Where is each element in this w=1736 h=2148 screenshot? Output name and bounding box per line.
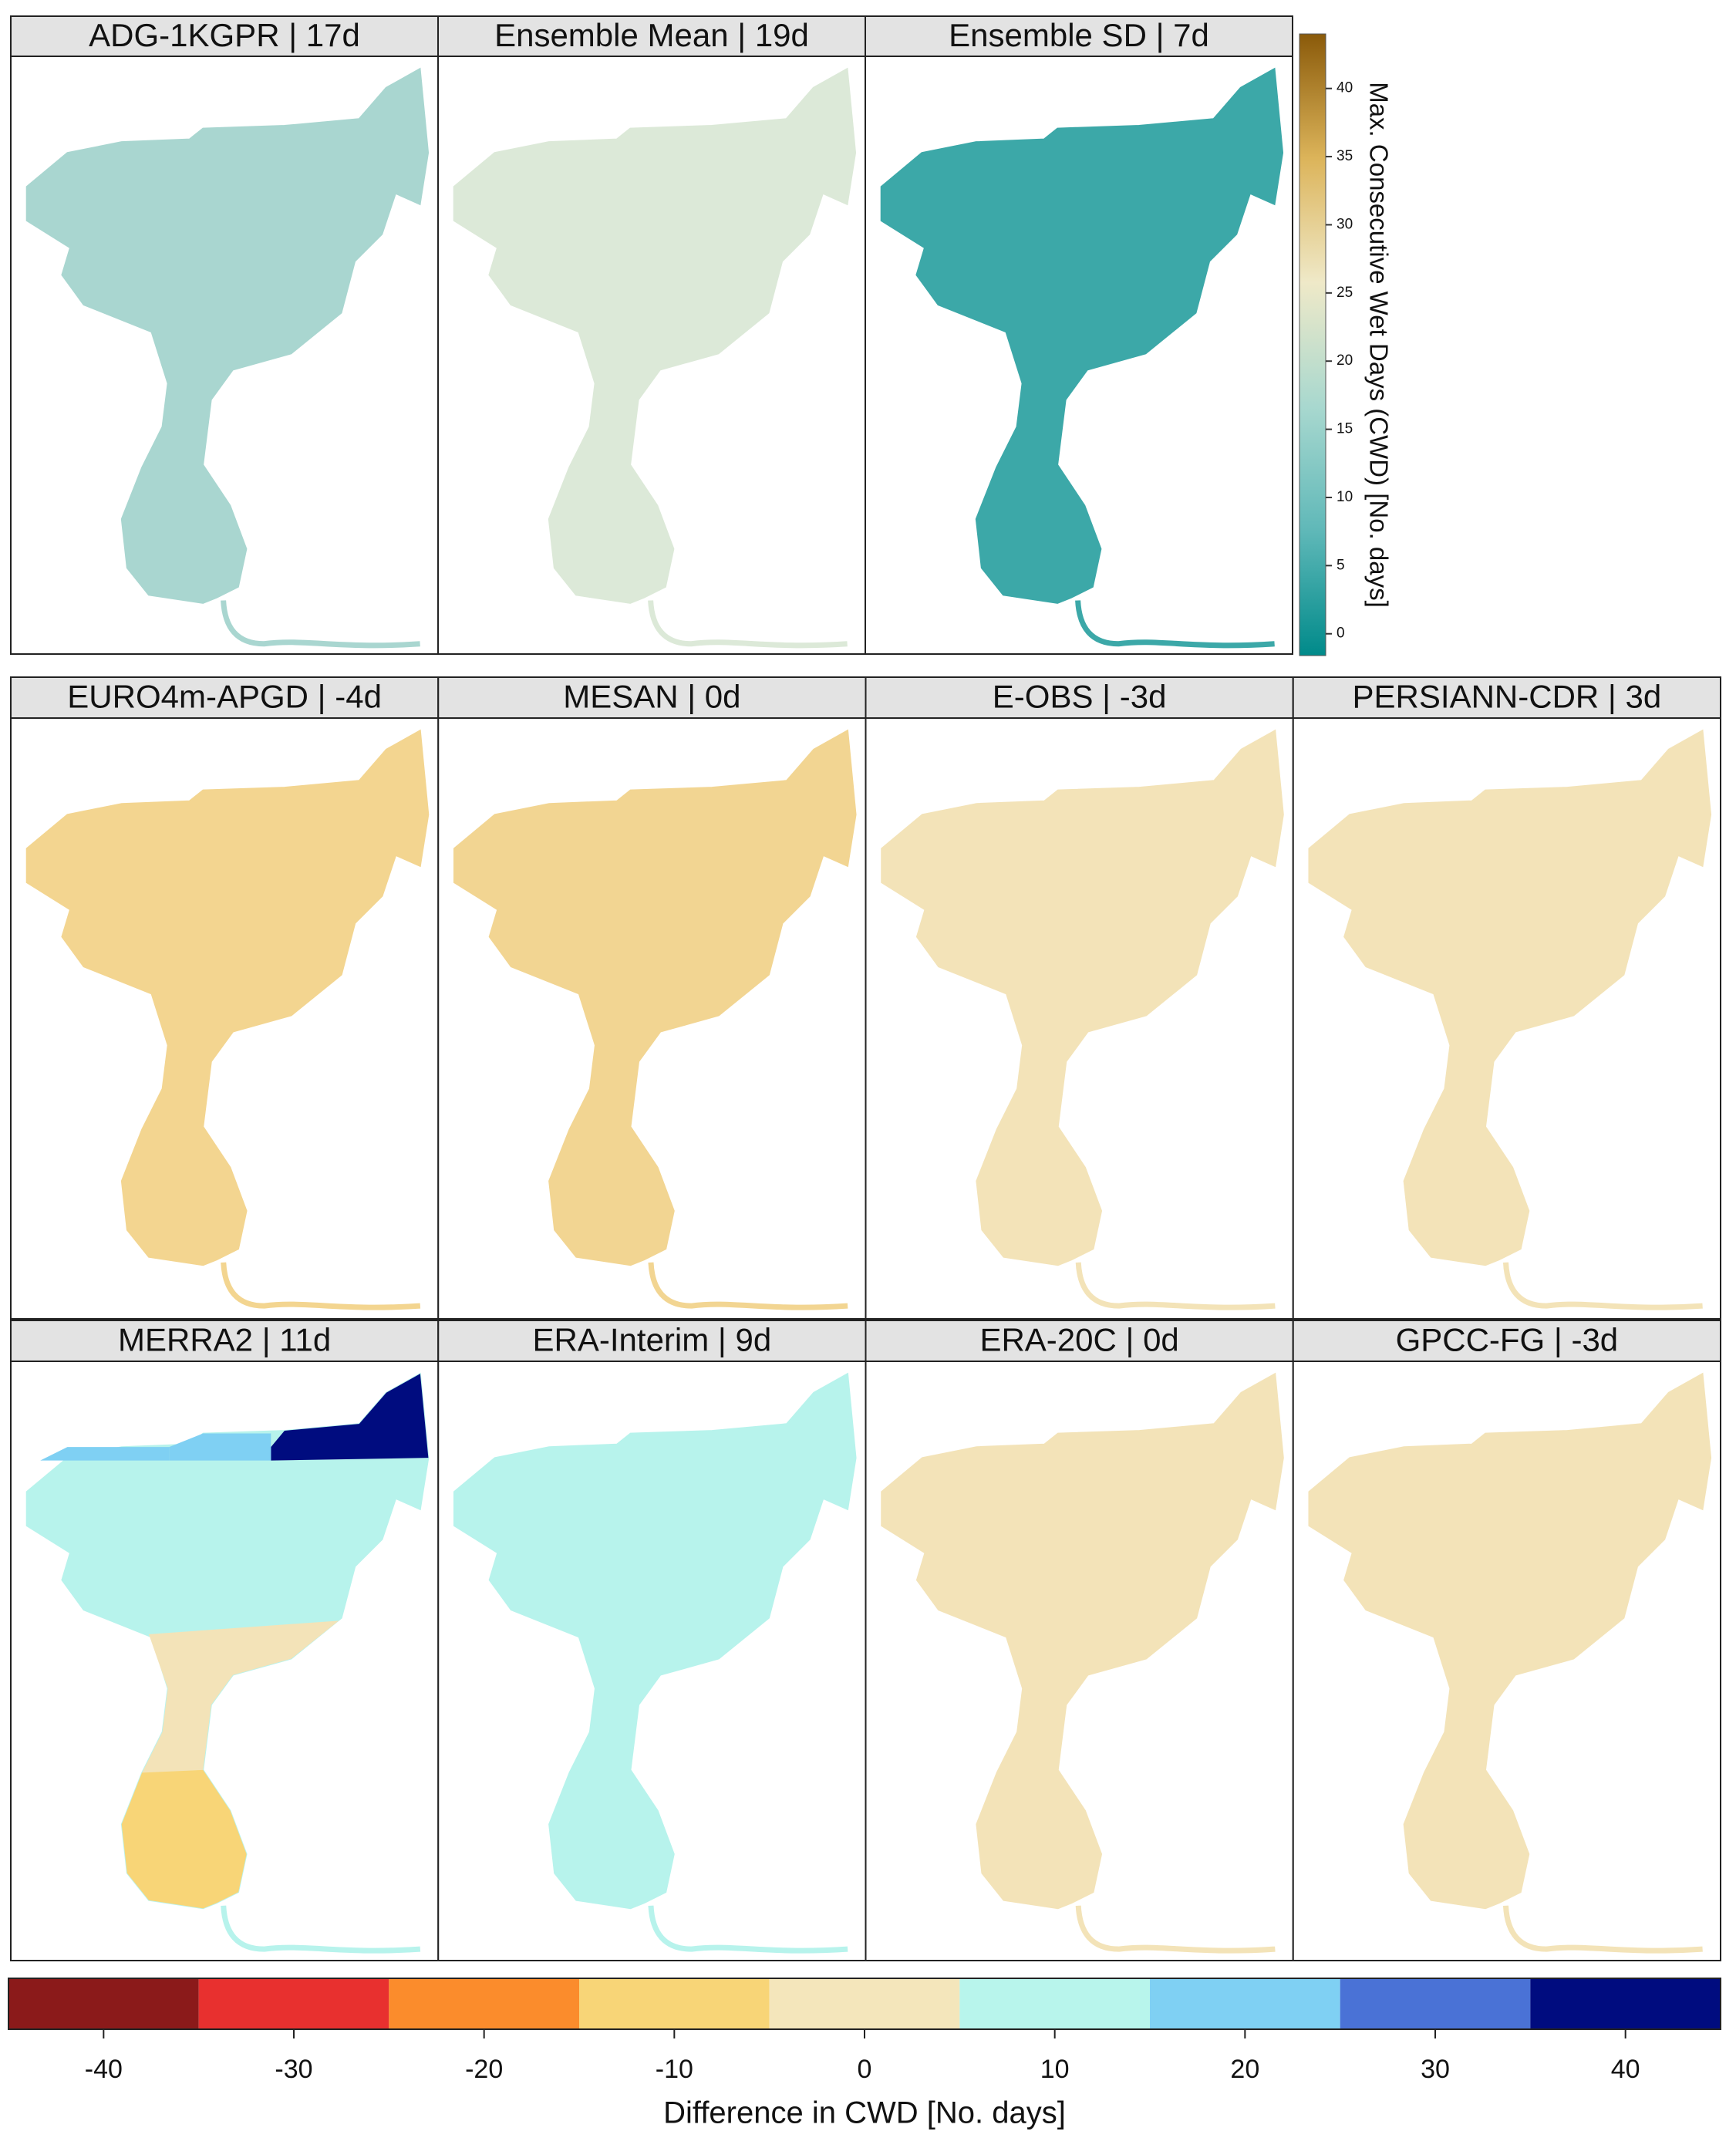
map-panel: Ensemble SD | 7d — [865, 15, 1293, 655]
map-region — [271, 1374, 429, 1461]
panel-title: MESAN | 0d — [563, 679, 740, 715]
colorbar-bottom: -40 -30 -20 -10 0 10 20 30 40 Difference in CWD [… — [8, 1978, 1721, 2130]
map — [27, 1374, 429, 1951]
panel-title: GPCC-FG | -3d — [1396, 1322, 1619, 1358]
panel-title: ADG-1KGPR | 17d — [89, 17, 360, 53]
tick-label: -40 — [85, 2055, 123, 2084]
colorbar-bin — [769, 1978, 960, 2029]
map-panel: GPCC-FG | -3d — [1292, 1320, 1721, 1961]
title-strip — [10, 15, 439, 57]
title-strip — [865, 1320, 1294, 1362]
panel-title: ERA-20C | 0d — [979, 1322, 1178, 1358]
tick-label: 10 — [1337, 489, 1353, 505]
panel-title: ERA-Interim | 9d — [533, 1322, 772, 1358]
colorbar-gradient — [1299, 33, 1326, 656]
map-panel: ERA-Interim | 9d — [437, 1320, 867, 1961]
tick-label: 10 — [1040, 2055, 1070, 2084]
colorbar-bin — [198, 1978, 389, 2029]
title-strip — [10, 1320, 440, 1362]
map-panel: PERSIANN-CDR | 3d — [1292, 676, 1721, 1320]
title-strip — [1292, 676, 1721, 719]
map-panel: Ensemble Mean | 19d — [437, 15, 866, 655]
colorbar-bin — [1340, 1978, 1531, 2029]
tick-label: 20 — [1337, 352, 1353, 369]
panel-title: PERSIANN-CDR | 3d — [1353, 679, 1662, 715]
map-panel: E-OBS | -3d — [865, 676, 1294, 1320]
tick-label: 25 — [1337, 285, 1353, 301]
panel-title: MERRA2 | 11d — [118, 1322, 331, 1358]
map-region — [121, 1769, 247, 1909]
map-panel: MESAN | 0d — [437, 676, 867, 1320]
colorbar-label: Max. Consecutive Wet Days (CWD) [No. day… — [1364, 82, 1393, 608]
colorbar-bin — [389, 1978, 579, 2029]
colorbar-bin — [8, 1978, 199, 2029]
tick-label: 15 — [1337, 421, 1353, 437]
title-strip — [865, 15, 1293, 57]
title-strip — [1292, 1320, 1721, 1362]
colorbar-bin — [1150, 1978, 1340, 2029]
colorbar-top: 0 5 10 15 20 25 30 35 40 Max. Consecutive Wet Day… — [1299, 33, 1393, 656]
tick-label: 35 — [1337, 148, 1353, 164]
tick-label: 30 — [1337, 216, 1353, 232]
tick-label: 30 — [1421, 2055, 1450, 2084]
title-strip — [437, 676, 867, 719]
colorbar-bin — [1530, 1978, 1721, 2029]
map-panel: MERRA2 | 11d — [10, 1320, 440, 1961]
colorbar-bin — [959, 1978, 1150, 2029]
tick-label: -20 — [465, 2055, 503, 2084]
map-panel: ERA-20C | 0d — [865, 1320, 1294, 1961]
colorbar-bin — [579, 1978, 770, 2029]
tick-label: 40 — [1337, 80, 1353, 96]
title-strip — [437, 1320, 867, 1362]
tick-label: 0 — [858, 2055, 872, 2084]
map-region — [40, 1447, 170, 1461]
title-strip — [10, 676, 440, 719]
tick-label: -30 — [275, 2055, 312, 2084]
map-panel: EURO4m-APGD | -4d — [10, 676, 440, 1320]
panels: ADG-1KGPR | 17d Ensemble Mean | 19d Ensemb… — [10, 15, 1721, 1961]
colorbar-label: Difference in CWD [No. days] — [663, 2096, 1066, 2130]
panel-title: E-OBS | -3d — [993, 679, 1167, 715]
title-strip — [865, 676, 1294, 719]
panel-title: EURO4m-APGD | -4d — [67, 679, 382, 715]
panel-title: Ensemble SD | 7d — [949, 17, 1209, 53]
map-panel: ADG-1KGPR | 17d — [10, 15, 439, 655]
map-region — [169, 1433, 271, 1461]
tick-label: 5 — [1337, 557, 1345, 573]
tick-label: 20 — [1230, 2055, 1259, 2084]
panel-title: Ensemble Mean | 19d — [494, 17, 809, 53]
tick-label: 0 — [1337, 626, 1345, 642]
tick-label: -10 — [656, 2055, 693, 2084]
tick-label: 40 — [1611, 2055, 1640, 2084]
